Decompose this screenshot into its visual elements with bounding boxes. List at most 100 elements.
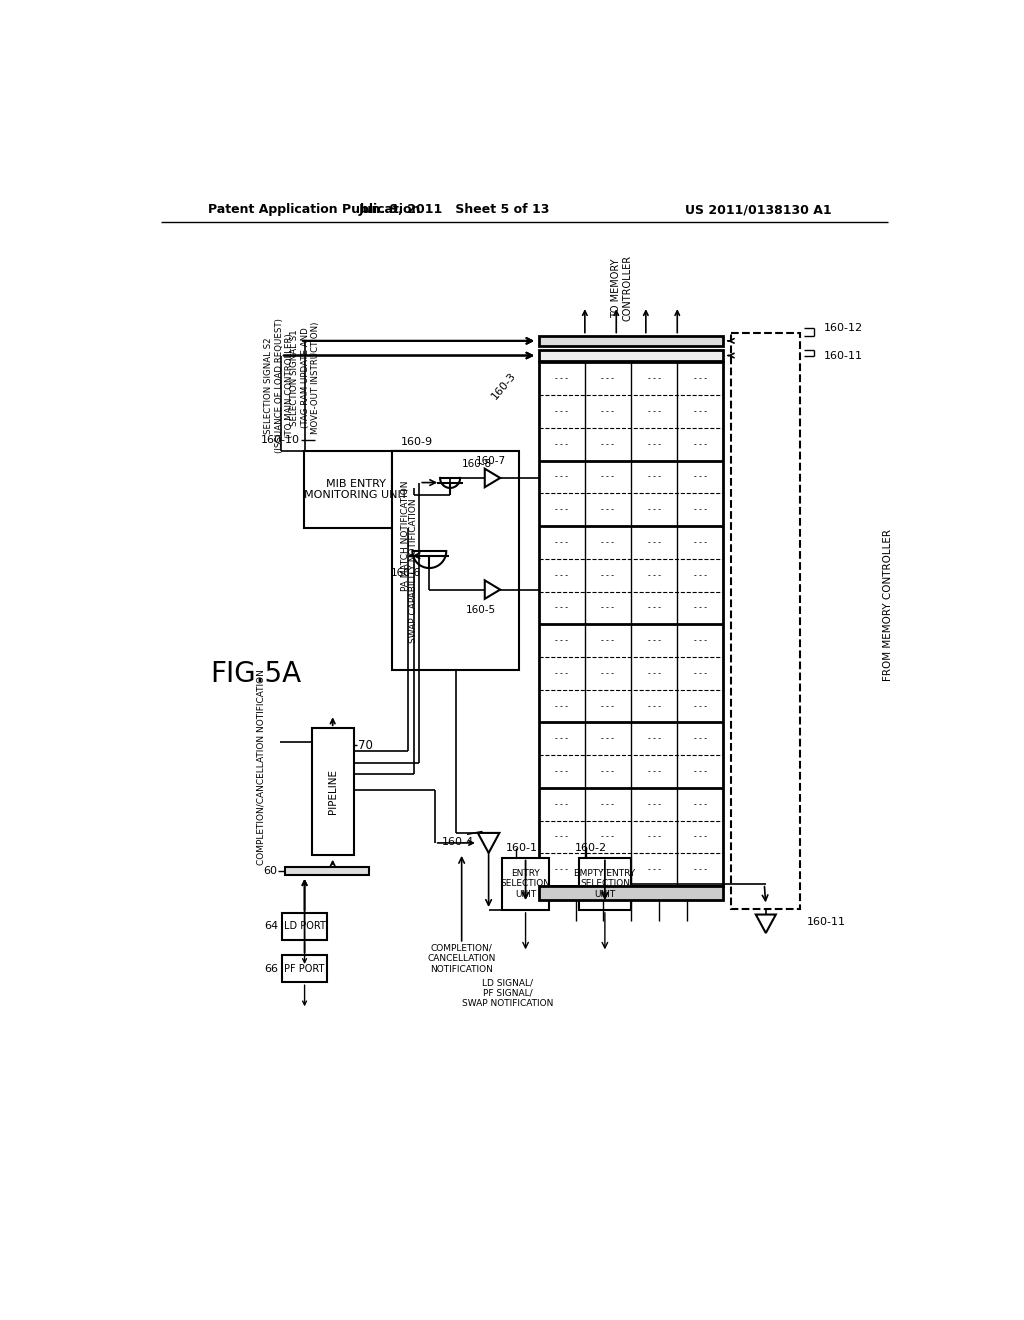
Bar	[539, 363, 724, 886]
Text: 160-7: 160-7	[476, 455, 506, 466]
Text: - - -: - - -	[694, 669, 707, 678]
Bar	[283, 956, 327, 982]
Text: - - -: - - -	[647, 539, 660, 546]
Text: - - -: - - -	[694, 800, 707, 809]
Text: EMPTY ENTRY
SELECTION
UNIT: EMPTY ENTRY SELECTION UNIT	[574, 869, 636, 899]
Text: - - -: - - -	[647, 603, 660, 612]
Text: 70: 70	[358, 739, 374, 751]
Text: - - -: - - -	[555, 440, 568, 449]
Polygon shape	[484, 581, 500, 599]
Text: - - -: - - -	[694, 407, 707, 416]
Text: - - -: - - -	[647, 669, 660, 678]
Text: 160-12: 160-12	[823, 323, 862, 333]
Bar	[285, 867, 370, 874]
Text: TO MEMORY
CONTROLLER: TO MEMORY CONTROLLER	[611, 255, 633, 321]
Text: - - -: - - -	[694, 570, 707, 579]
Text: - - -: - - -	[555, 473, 568, 482]
Bar	[539, 350, 724, 360]
Polygon shape	[484, 469, 500, 487]
Polygon shape	[756, 915, 776, 933]
Text: - - -: - - -	[555, 375, 568, 383]
Text: LD PORT: LD PORT	[284, 921, 326, 932]
Text: - - -: - - -	[694, 539, 707, 546]
Text: LD SIGNAL/
PF SIGNAL/
SWAP NOTIFICATION: LD SIGNAL/ PF SIGNAL/ SWAP NOTIFICATION	[462, 978, 554, 1008]
Text: - - -: - - -	[555, 833, 568, 841]
Text: FROM MEMORY CONTROLLER: FROM MEMORY CONTROLLER	[884, 529, 893, 681]
Text: - - -: - - -	[647, 440, 660, 449]
Bar	[311, 729, 354, 855]
Text: - - -: - - -	[555, 701, 568, 710]
Text: - - -: - - -	[555, 539, 568, 546]
Text: - - -: - - -	[555, 865, 568, 874]
Text: - - -: - - -	[555, 603, 568, 612]
Text: - - -: - - -	[555, 767, 568, 776]
Text: - - -: - - -	[601, 440, 614, 449]
Text: - - -: - - -	[694, 833, 707, 841]
Text: COMPLETION/CANCELLATION NOTIFICATION: COMPLETION/CANCELLATION NOTIFICATION	[257, 669, 266, 865]
Text: SELECTION SIGNAL S1
(TAG RAM UPDATE AND
MOVE-OUT INSTRUCTION): SELECTION SIGNAL S1 (TAG RAM UPDATE AND …	[291, 322, 321, 434]
Bar	[731, 333, 801, 909]
Text: - - -: - - -	[647, 636, 660, 645]
Text: - - -: - - -	[694, 767, 707, 776]
Text: US 2011/0138130 A1: US 2011/0138130 A1	[685, 203, 831, 216]
Bar	[539, 335, 724, 346]
Text: - - -: - - -	[601, 800, 614, 809]
Text: - - -: - - -	[601, 570, 614, 579]
Text: - - -: - - -	[647, 701, 660, 710]
Text: - - -: - - -	[555, 800, 568, 809]
Bar	[539, 886, 724, 900]
Text: 160-11: 160-11	[823, 351, 862, 360]
Text: 160-9: 160-9	[401, 437, 433, 446]
Text: PF PORT: PF PORT	[285, 964, 325, 974]
Text: - - -: - - -	[555, 636, 568, 645]
Text: - - -: - - -	[694, 636, 707, 645]
Text: - - -: - - -	[694, 603, 707, 612]
Text: - - -: - - -	[647, 767, 660, 776]
Text: - - -: - - -	[694, 734, 707, 743]
Text: - - -: - - -	[601, 506, 614, 515]
Text: 60: 60	[263, 866, 276, 875]
Bar	[283, 913, 327, 940]
Text: 160-10: 160-10	[261, 436, 300, 445]
Text: - - -: - - -	[601, 539, 614, 546]
Text: SWAP CAPABILITY NOTIFICATION: SWAP CAPABILITY NOTIFICATION	[410, 498, 419, 643]
Text: - - -: - - -	[601, 865, 614, 874]
Text: - - -: - - -	[601, 734, 614, 743]
Text: - - -: - - -	[647, 865, 660, 874]
Text: - - -: - - -	[647, 800, 660, 809]
Text: 160-3: 160-3	[489, 370, 518, 401]
Text: Patent Application Publication: Patent Application Publication	[208, 203, 420, 216]
Text: ENTRY
SELECTION
UNIT: ENTRY SELECTION UNIT	[501, 869, 551, 899]
Text: - - -: - - -	[647, 833, 660, 841]
Bar	[304, 451, 408, 528]
Text: - - -: - - -	[647, 570, 660, 579]
Text: 64: 64	[264, 921, 279, 932]
Bar	[579, 858, 631, 909]
Text: COMPLETION/
CANCELLATION
NOTIFICATION: COMPLETION/ CANCELLATION NOTIFICATION	[427, 944, 496, 974]
Text: - - -: - - -	[647, 375, 660, 383]
Text: - - -: - - -	[694, 375, 707, 383]
Text: - - -: - - -	[647, 407, 660, 416]
Text: - - -: - - -	[647, 506, 660, 515]
Text: - - -: - - -	[601, 701, 614, 710]
Text: - - -: - - -	[601, 473, 614, 482]
Text: - - -: - - -	[694, 506, 707, 515]
Text: - - -: - - -	[601, 603, 614, 612]
Text: - - -: - - -	[555, 734, 568, 743]
Text: - - -: - - -	[601, 375, 614, 383]
Text: 160-6: 160-6	[391, 568, 421, 578]
Text: - - -: - - -	[601, 636, 614, 645]
Text: - - -: - - -	[694, 701, 707, 710]
Text: - - -: - - -	[694, 473, 707, 482]
Text: 160-2: 160-2	[574, 842, 607, 853]
Text: 160-8: 160-8	[462, 459, 492, 469]
Bar	[392, 451, 519, 671]
Text: - - -: - - -	[555, 506, 568, 515]
Text: PA MATCH NOTIFICATION: PA MATCH NOTIFICATION	[401, 480, 410, 591]
Text: - - -: - - -	[555, 407, 568, 416]
Text: 160-4: 160-4	[441, 837, 474, 847]
Text: - - -: - - -	[601, 407, 614, 416]
Text: - - -: - - -	[555, 669, 568, 678]
Text: - - -: - - -	[694, 440, 707, 449]
Text: - - -: - - -	[601, 767, 614, 776]
